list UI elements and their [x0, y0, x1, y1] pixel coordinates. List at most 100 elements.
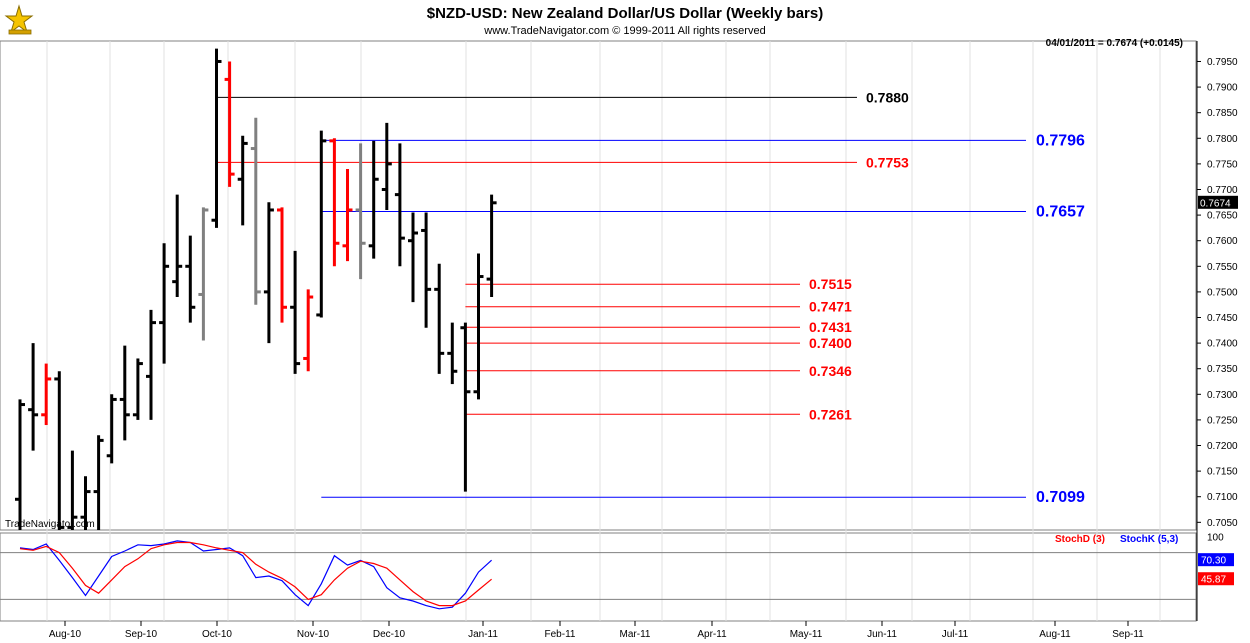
ohlc-bar [408, 212, 418, 303]
ohlc-bar [224, 61, 235, 187]
price-tick-label: 0.7750 [1207, 159, 1238, 170]
status-line: 04/01/2011 = 0.7674 (+0.0145) [1046, 38, 1183, 49]
stoch-series-line [19, 540, 493, 610]
x-tick-label: Dec-10 [373, 629, 406, 640]
chart-subtitle: www.TradeNavigator.com © 1999-2011 All r… [483, 25, 765, 37]
stochd-value-box [1198, 572, 1234, 586]
price-tick-label: 0.7700 [1207, 185, 1238, 196]
stochd-value-label: 45.87 [1201, 575, 1226, 586]
ohlc-bar [263, 202, 274, 344]
chart-title: $NZD-USD: New Zealand Dollar/US Dollar (… [427, 5, 823, 22]
level-label: 0.7431 [809, 319, 852, 335]
ohlc-bar [250, 117, 261, 305]
price-tick-label: 0.7450 [1207, 313, 1238, 324]
x-tick-label: Apr-11 [697, 629, 727, 640]
ohlc-bar [316, 130, 327, 318]
x-tick-label: Sep-11 [1112, 629, 1144, 640]
price-tick-label: 0.7850 [1207, 108, 1238, 119]
ohlc-bar [290, 250, 301, 374]
ohlc-bar [342, 169, 353, 262]
price-tick-label: 0.7050 [1207, 518, 1238, 529]
ohlc-bar [67, 450, 78, 530]
price-tick-label: 0.7150 [1207, 467, 1238, 478]
x-tick-label: Jan-11 [468, 629, 498, 640]
level-label: 0.7796 [1036, 132, 1085, 149]
ohlc-bar [41, 363, 52, 426]
ohlc-bar [355, 143, 366, 280]
ohlc-bar [303, 289, 314, 372]
ohlc-bar [421, 212, 432, 328]
level-label: 0.7400 [809, 335, 852, 351]
price-tick-label: 0.7950 [1207, 57, 1238, 68]
ohlc-bar [368, 140, 379, 259]
price-tick-label: 0.7100 [1207, 492, 1238, 503]
ohlc-bar [172, 194, 183, 298]
price-tick-label: 0.7600 [1207, 236, 1238, 247]
watermark-text: TradeNavigator.com [5, 519, 95, 530]
ohlc-bar [329, 138, 340, 267]
legend-stochk: StochK (5,3) [1120, 534, 1178, 545]
ohlc-bar [15, 399, 25, 530]
x-tick-label: Oct-10 [202, 629, 232, 640]
price-tick-label: 0.7350 [1207, 364, 1238, 375]
ohlc-bar [28, 343, 39, 451]
level-label: 0.7099 [1036, 489, 1085, 506]
x-tick-label: Aug-11 [1039, 629, 1071, 640]
stoch-series-line [19, 541, 492, 607]
x-tick-label: May-11 [790, 629, 823, 640]
level-label: 0.7346 [809, 363, 852, 379]
ohlc-bar [211, 48, 222, 228]
ohlc-bar [381, 122, 392, 210]
x-tick-label: Sep-10 [125, 629, 158, 640]
price-tick-label: 0.7300 [1207, 390, 1238, 401]
ohlc-bar [185, 235, 196, 323]
stoch-tick-label: 100 [1207, 533, 1224, 544]
ohlc-bar [119, 345, 130, 441]
x-tick-label: Mar-11 [620, 629, 651, 640]
price-tick-label: 0.7550 [1207, 262, 1238, 273]
level-label: 0.7515 [809, 276, 852, 292]
last-price-label: 0.7674 [1200, 198, 1231, 209]
level-label: 0.7657 [1036, 204, 1085, 221]
stoch-panel [0, 532, 1197, 622]
ohlc-bar [132, 358, 143, 420]
ohlc-bar [198, 207, 209, 341]
ohlc-bar [54, 371, 65, 530]
level-label: 0.7753 [866, 154, 909, 170]
app-logo-icon [4, 4, 34, 35]
ohlc-bar [237, 135, 248, 226]
price-tick-label: 0.7650 [1207, 211, 1238, 222]
price-tick-label: 0.7200 [1207, 441, 1238, 452]
x-tick-label: Aug-10 [49, 629, 82, 640]
price-panel [0, 40, 1197, 531]
legend-stochd: StochD (3) [1055, 534, 1105, 545]
ohlc-bar [434, 263, 445, 374]
ohlc-bar [486, 194, 497, 298]
ohlc-bar [394, 143, 405, 267]
x-tick-label: Jun-11 [867, 629, 897, 640]
ohlc-bar [277, 207, 287, 323]
ohlc-bar [80, 476, 91, 530]
price-tick-label: 0.7400 [1207, 339, 1238, 350]
price-tick-label: 0.7500 [1207, 287, 1238, 298]
price-tick-label: 0.7800 [1207, 134, 1238, 145]
ohlc-bar [146, 309, 156, 420]
price-tick-label: 0.7250 [1207, 415, 1238, 426]
ohlc-bar [473, 253, 484, 400]
last-price-box [1198, 195, 1238, 209]
stochk-value-box [1198, 553, 1234, 567]
x-tick-label: Nov-10 [297, 629, 330, 640]
level-label: 0.7880 [866, 89, 909, 105]
level-label: 0.7261 [809, 406, 852, 422]
x-tick-label: Feb-11 [545, 629, 576, 640]
ohlc-bar [460, 322, 471, 492]
ohlc-bar [106, 394, 117, 464]
ohlc-bar [93, 435, 104, 530]
ohlc-bar [159, 243, 170, 364]
price-tick-label: 0.7900 [1207, 83, 1238, 94]
ohlc-bar [447, 322, 458, 385]
stochk-value-label: 70.30 [1201, 556, 1226, 567]
level-label: 0.7471 [809, 299, 852, 315]
x-tick-label: Jul-11 [942, 629, 969, 640]
